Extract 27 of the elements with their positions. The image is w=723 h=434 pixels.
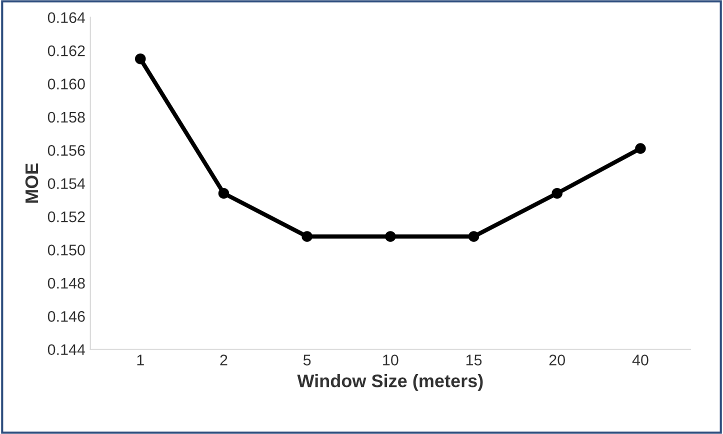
y-tick-label: 0.150 [48, 244, 85, 256]
point [302, 231, 312, 242]
y-tick-label: 0.156 [48, 145, 85, 156]
y-tick-label: 0.148 [48, 278, 85, 289]
point [468, 231, 480, 242]
point [218, 188, 230, 199]
y-tick-label: 0.144 [48, 344, 86, 356]
y-tick-label: 0.160 [48, 78, 85, 90]
x-tick-label: 15 [466, 354, 482, 366]
point [135, 53, 146, 64]
x-axis-title: Window Size (meters) [297, 374, 483, 391]
x-tick-label: 20 [549, 354, 566, 366]
point [385, 231, 396, 242]
y-tick-label: 0.164 [48, 12, 86, 24]
point [552, 188, 562, 199]
y-tick-label: 0.158 [48, 112, 85, 123]
x-tick-label: 2 [220, 354, 228, 366]
y-tick-label: 0.154 [48, 178, 86, 190]
x-tick-label: 10 [383, 354, 398, 366]
x-tick-label: 40 [632, 354, 648, 366]
y-tick-label: 0.152 [48, 211, 85, 222]
x-tick-label: 1 [137, 354, 144, 366]
point [635, 143, 646, 154]
y-tick-label: 0.146 [48, 311, 85, 322]
x-tick-label: 5 [303, 354, 311, 366]
y-tick-label: 0.162 [48, 45, 85, 56]
y-axis-title: MOE [25, 164, 38, 203]
